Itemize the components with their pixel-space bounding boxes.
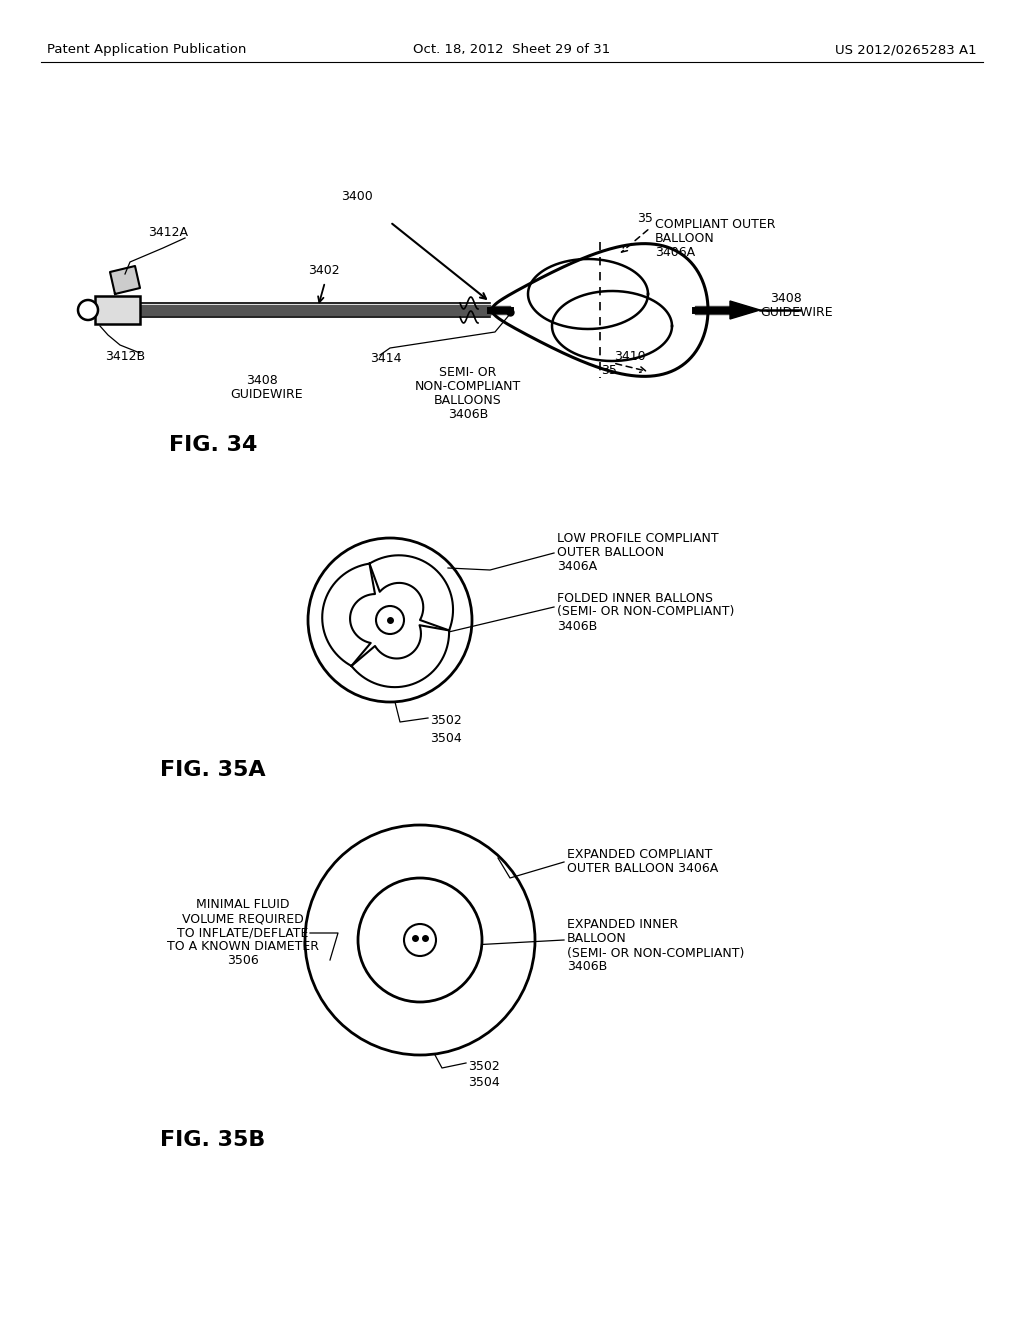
Text: 3408: 3408: [770, 292, 802, 305]
Text: 3504: 3504: [468, 1076, 500, 1089]
Text: 35: 35: [601, 363, 616, 376]
Text: FIG. 35B: FIG. 35B: [161, 1130, 265, 1150]
Text: BALLOON: BALLOON: [655, 231, 715, 244]
Text: 3406B: 3406B: [447, 408, 488, 421]
Text: (SEMI- OR NON-COMPLIANT): (SEMI- OR NON-COMPLIANT): [557, 606, 734, 619]
Text: 3408: 3408: [246, 374, 278, 387]
Text: BALLOON: BALLOON: [567, 932, 627, 945]
Polygon shape: [351, 626, 450, 688]
Text: Oct. 18, 2012  Sheet 29 of 31: Oct. 18, 2012 Sheet 29 of 31: [414, 44, 610, 57]
Circle shape: [376, 606, 404, 634]
Text: EXPANDED INNER: EXPANDED INNER: [567, 919, 678, 932]
Text: US 2012/0265283 A1: US 2012/0265283 A1: [836, 44, 977, 57]
Text: 3506: 3506: [227, 954, 259, 968]
Text: OUTER BALLOON: OUTER BALLOON: [557, 545, 665, 558]
Text: 3406A: 3406A: [557, 560, 597, 573]
Text: COMPLIANT OUTER: COMPLIANT OUTER: [655, 218, 775, 231]
Bar: [95, 296, 140, 323]
Text: FIG. 35A: FIG. 35A: [160, 760, 266, 780]
Circle shape: [358, 878, 482, 1002]
Text: 3406B: 3406B: [557, 619, 597, 632]
Text: GUIDEWIRE: GUIDEWIRE: [230, 388, 303, 400]
Polygon shape: [730, 301, 760, 319]
Text: 3412A: 3412A: [148, 226, 188, 239]
Text: OUTER BALLOON 3406A: OUTER BALLOON 3406A: [567, 862, 718, 875]
Text: (SEMI- OR NON-COMPLIANT): (SEMI- OR NON-COMPLIANT): [567, 946, 744, 960]
Text: 3400: 3400: [341, 190, 373, 202]
Text: SEMI- OR: SEMI- OR: [439, 366, 497, 379]
Text: 3402: 3402: [308, 264, 340, 276]
Text: BALLOONS: BALLOONS: [434, 393, 502, 407]
Text: TO INFLATE/DEFLATE: TO INFLATE/DEFLATE: [177, 927, 308, 940]
Circle shape: [78, 300, 98, 319]
Polygon shape: [110, 267, 140, 294]
Text: LOW PROFILE COMPLIANT: LOW PROFILE COMPLIANT: [557, 532, 719, 544]
Text: GUIDEWIRE: GUIDEWIRE: [760, 305, 833, 318]
Text: FOLDED INNER BALLONS: FOLDED INNER BALLONS: [557, 591, 713, 605]
Polygon shape: [370, 556, 453, 631]
Text: 3406B: 3406B: [567, 961, 607, 974]
Text: NON-COMPLIANT: NON-COMPLIANT: [415, 380, 521, 392]
Circle shape: [305, 825, 535, 1055]
Circle shape: [308, 539, 472, 702]
Text: 3414: 3414: [370, 351, 401, 364]
Text: 3504: 3504: [430, 731, 462, 744]
Text: VOLUME REQUIRED: VOLUME REQUIRED: [182, 912, 304, 925]
Circle shape: [404, 924, 436, 956]
Text: 3502: 3502: [468, 1060, 500, 1072]
Text: TO A KNOWN DIAMETER: TO A KNOWN DIAMETER: [167, 940, 319, 953]
Polygon shape: [323, 564, 375, 667]
Text: 35: 35: [637, 211, 653, 224]
Text: EXPANDED COMPLIANT: EXPANDED COMPLIANT: [567, 849, 713, 862]
Text: 3502: 3502: [430, 714, 462, 726]
Text: 3412B: 3412B: [105, 350, 145, 363]
Text: 3406A: 3406A: [655, 246, 695, 259]
Text: FIG. 34: FIG. 34: [169, 436, 257, 455]
Text: 3410: 3410: [614, 351, 645, 363]
Text: MINIMAL FLUID: MINIMAL FLUID: [197, 899, 290, 912]
Text: Patent Application Publication: Patent Application Publication: [47, 44, 247, 57]
